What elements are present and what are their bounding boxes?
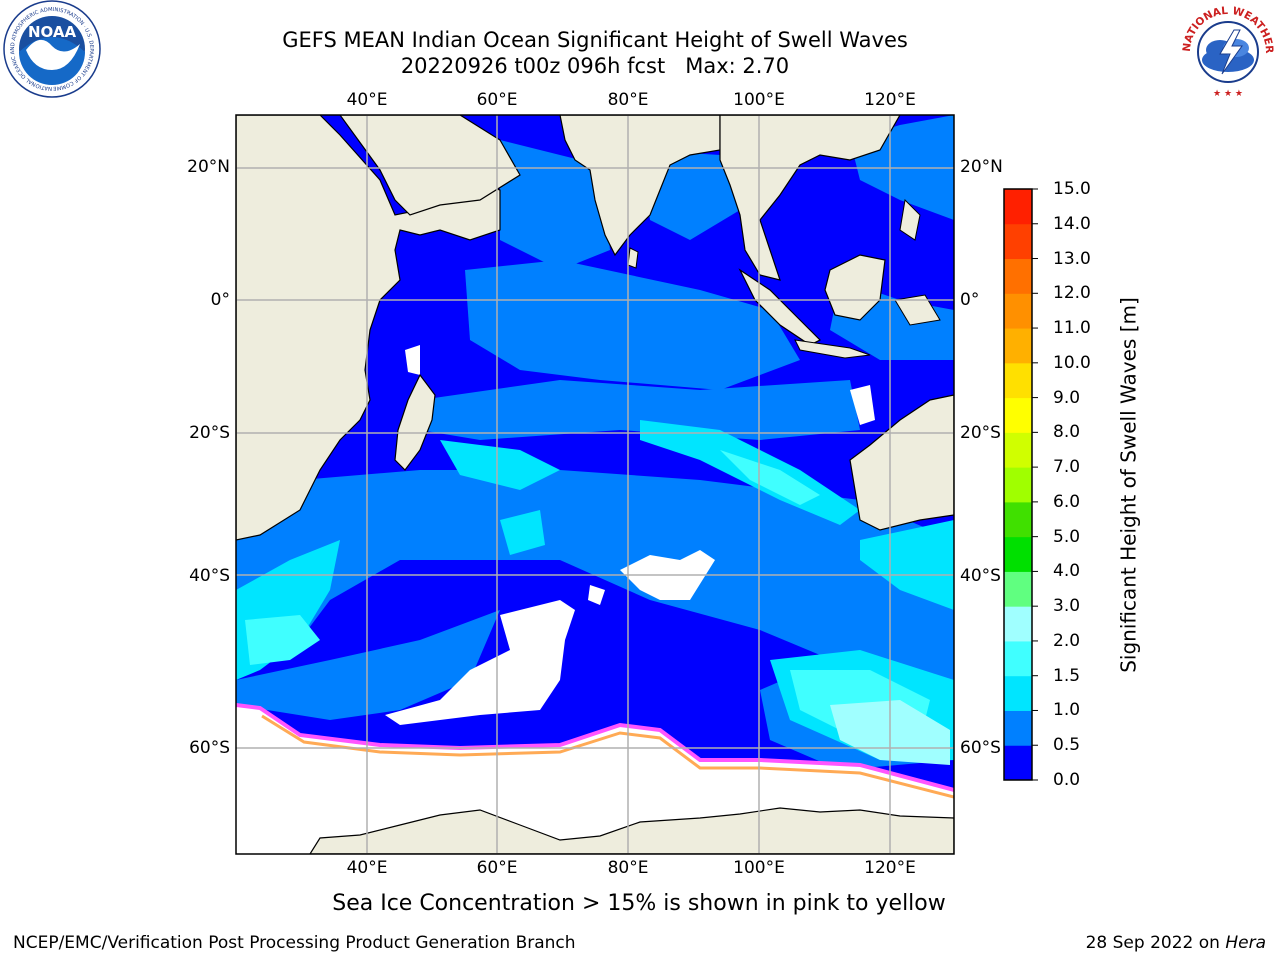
map-plot-area <box>236 115 954 854</box>
colorbar-tick-label: 4.0 <box>1053 561 1081 582</box>
noaa-logo: NATIONAL OCEANIC AND ATMOSPHERIC ADMINIS… <box>0 0 101 98</box>
colorbar-tick-label: 13.0 <box>1053 248 1091 269</box>
colorbar-tick-label: 8.0 <box>1053 422 1081 443</box>
colorbar-frame <box>1003 188 1033 781</box>
lon-tick-top-100: 100°E <box>733 90 785 110</box>
land-sri-lanka <box>627 247 639 269</box>
credit-branch: NCEP/EMC/Verification Post Processing Pr… <box>13 933 576 953</box>
lat-tick-left-20n: 20°N <box>187 157 230 177</box>
colorbar-tick-label: 6.0 <box>1053 491 1081 512</box>
lon-tick-top-120: 120°E <box>864 90 916 110</box>
lat-tick-left-40s: 40°S <box>189 566 230 586</box>
colorbar-segment <box>1004 362 1032 399</box>
land-madagascar <box>394 373 436 471</box>
colorbar-tick-label: 1.5 <box>1053 665 1081 686</box>
chart-title: GEFS MEAN Indian Ocean Significant Heigh… <box>282 28 908 52</box>
colorbar-segment <box>1004 501 1032 538</box>
land-java <box>794 339 871 359</box>
lat-tick-left-0: 0° <box>210 290 230 310</box>
colorbar-tick-label: 5.0 <box>1053 526 1081 547</box>
lon-tick-top-80: 80°E <box>607 90 649 110</box>
lat-tick-right-0: 0° <box>960 290 980 310</box>
lon-tick-top-40: 40°E <box>346 90 388 110</box>
lat-tick-left-20s: 20°S <box>189 423 230 443</box>
colorbar-segment <box>1004 710 1032 746</box>
lon-tick-bottom-40: 40°E <box>346 858 388 878</box>
graticule <box>236 115 954 854</box>
lat-tick-right-20s: 20°S <box>960 423 1001 443</box>
colorbar-tick-label: 11.0 <box>1053 318 1091 339</box>
land-borneo <box>824 254 886 321</box>
land-se-asia <box>719 115 901 281</box>
colorbar-tick-label: 15.0 <box>1053 179 1091 199</box>
colorbar-segment <box>1004 223 1032 260</box>
lat-tick-right-20n: 20°N <box>960 157 1003 177</box>
lon-tick-bottom-100: 100°E <box>733 858 785 878</box>
colorbar-segment <box>1004 675 1032 711</box>
colorbar-segment <box>1004 258 1032 294</box>
lon-tick-bottom-120: 120°E <box>864 858 916 878</box>
lon-tick-bottom-80: 80°E <box>607 858 649 878</box>
colorbar-segment <box>1004 745 1032 781</box>
colorbar-segment <box>1004 536 1032 572</box>
lat-tick-right-60s: 60°S <box>960 738 1001 758</box>
credit-host: Hera <box>1225 933 1266 953</box>
noaa-logo-text: NOAA <box>28 23 77 41</box>
colorbar-segment <box>1004 293 1032 329</box>
colorbar-label: Significant Height of Swell Waves [m] <box>1116 297 1141 673</box>
colorbar-tick-label: 2.0 <box>1053 630 1081 651</box>
colorbar-tick-label: 14.0 <box>1053 213 1091 234</box>
colorbar-tick-label: 0.0 <box>1053 770 1081 790</box>
map-border <box>235 114 955 855</box>
lon-tick-bottom-60: 60°E <box>476 858 518 878</box>
lon-tick-top-60: 60°E <box>476 90 518 110</box>
colorbar-tick-label: 0.5 <box>1053 735 1081 756</box>
ice-edge <box>236 703 954 792</box>
colorbar-segment <box>1004 328 1032 364</box>
land-australia <box>849 394 954 531</box>
colorbar-segment <box>1004 432 1032 468</box>
colorbar-tick-label: 12.0 <box>1053 283 1091 304</box>
colorbar-segment <box>1004 640 1032 677</box>
colorbar-segment <box>1004 397 1032 433</box>
lat-tick-left-60s: 60°S <box>189 738 230 758</box>
footnote: Sea Ice Concentration > 15% is shown in … <box>332 891 946 916</box>
chart-subtitle: 20220926 t00z 096h fcst Max: 2.70 <box>400 54 790 78</box>
colorbar-tick-label: 1.0 <box>1053 700 1081 721</box>
colorbar-segment <box>1004 606 1032 642</box>
land-antarctica <box>309 807 954 854</box>
svg-text:★ ★ ★: ★ ★ ★ <box>1213 89 1243 99</box>
credit-date: 28 Sep 2022 on Hera <box>1086 933 1266 953</box>
nws-logo: NATIONAL WEATHER SERVICE ★ ★ ★ <box>1176 0 1276 99</box>
land-islands <box>894 198 941 326</box>
land-india <box>559 115 721 257</box>
colorbar <box>1003 188 1038 781</box>
colorbar-tick-label: 7.0 <box>1053 457 1081 478</box>
colorbar-segment <box>1004 189 1032 225</box>
colorbar-segment <box>1004 571 1032 607</box>
land-arabia <box>339 115 521 216</box>
colorbar-tick-label: 10.0 <box>1053 352 1091 373</box>
colorbar-segment <box>1004 467 1032 503</box>
colorbar-tick-label: 9.0 <box>1053 387 1081 408</box>
colorbar-tick-label: 3.0 <box>1053 596 1081 617</box>
lat-tick-right-40s: 40°S <box>960 566 1001 586</box>
credit-date-text: 28 Sep 2022 on <box>1085 933 1226 953</box>
